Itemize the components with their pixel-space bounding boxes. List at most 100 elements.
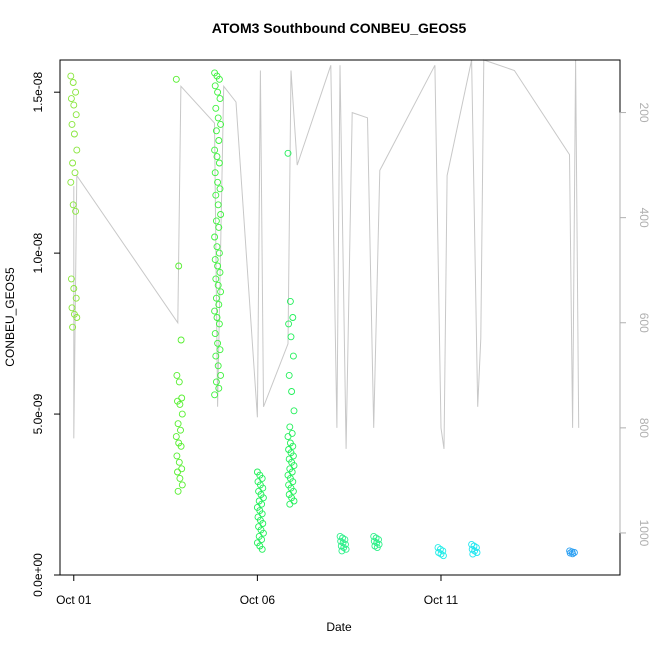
data-point <box>72 294 80 302</box>
data-point <box>70 285 78 292</box>
data-point <box>569 550 577 558</box>
data-point <box>258 510 266 518</box>
data-point <box>70 130 78 138</box>
secondary-y-axis: 200 400 600 800 1000 <box>619 103 650 547</box>
x-tick-label: Oct 11 <box>424 593 459 607</box>
data-point <box>212 191 220 199</box>
data-point <box>217 288 225 296</box>
data-point <box>286 297 294 305</box>
secondary-tick-label: 600 <box>637 313 650 333</box>
data-point <box>216 185 224 193</box>
data-point <box>214 281 222 289</box>
data-point <box>289 314 297 321</box>
data-point <box>176 400 184 408</box>
data-point <box>215 249 223 257</box>
data-point <box>72 207 80 215</box>
data-point <box>211 233 219 241</box>
data-point <box>290 407 298 415</box>
data-point <box>67 95 75 103</box>
data-point <box>338 547 346 555</box>
data-point <box>178 410 186 418</box>
y-tick-label: 1.0e-08 <box>31 232 45 273</box>
y-axis: 0.0e+00 5.0e-09 1.0e-08 1.5e-08 <box>31 72 61 597</box>
data-point <box>68 120 76 128</box>
data-point <box>217 120 225 128</box>
data-point <box>217 371 225 379</box>
data-point <box>211 330 219 338</box>
pressure-trace <box>73 59 580 449</box>
data-point <box>214 262 222 270</box>
data-point <box>211 391 219 399</box>
data-point <box>214 178 222 186</box>
secondary-tick-label: 800 <box>637 418 650 438</box>
data-point <box>213 243 221 251</box>
data-point <box>215 137 223 144</box>
data-point <box>285 371 293 379</box>
data-point <box>288 429 296 437</box>
data-point <box>212 104 220 112</box>
data-point <box>284 433 292 441</box>
data-point <box>214 88 222 96</box>
data-point <box>214 201 222 209</box>
data-point <box>212 294 220 302</box>
data-point <box>172 75 180 83</box>
data-point <box>69 323 77 331</box>
data-point <box>213 153 221 161</box>
data-point <box>215 75 223 83</box>
data-point <box>174 468 181 476</box>
x-tick-label: Oct 01 <box>56 593 92 607</box>
data-point <box>216 268 224 276</box>
data-point <box>212 275 220 283</box>
data-point <box>258 474 266 482</box>
data-point <box>175 378 183 386</box>
data-point <box>172 433 180 441</box>
data-point <box>215 223 223 231</box>
data-point <box>214 339 222 347</box>
data-point <box>67 72 75 80</box>
x-axis-label: Date <box>326 620 352 634</box>
data-point <box>67 275 75 283</box>
data-point <box>211 307 219 315</box>
data-point <box>69 79 77 86</box>
y-tick-label: 1.5e-08 <box>31 72 45 113</box>
data-point <box>174 420 182 428</box>
data-point <box>212 352 220 360</box>
x-tick-label: Oct 06 <box>240 593 276 607</box>
data-point <box>178 394 186 402</box>
chart-title: ATOM3 Southbound CONBEU_GEOS5 <box>212 20 467 36</box>
data-point <box>258 545 266 553</box>
data-point <box>212 217 220 225</box>
data-point <box>69 159 77 167</box>
data-point <box>212 378 220 386</box>
secondary-tick-label: 400 <box>637 208 650 228</box>
data-point <box>211 256 219 264</box>
data-point <box>177 336 185 344</box>
data-point <box>215 301 223 309</box>
data-point <box>69 201 77 209</box>
data-point <box>176 474 184 482</box>
data-point <box>373 544 381 552</box>
data-point <box>342 545 350 553</box>
y-tick-label: 0.0e+00 <box>31 553 45 597</box>
data-point <box>287 333 295 341</box>
data-point <box>289 352 297 360</box>
data-point <box>215 159 223 167</box>
data-point <box>214 362 222 370</box>
data-point <box>285 320 293 328</box>
data-point <box>570 549 578 556</box>
data-point <box>213 314 221 321</box>
data-point <box>469 550 477 558</box>
y-axis-label: CONBEU_GEOS5 <box>3 267 17 367</box>
data-point <box>71 169 79 177</box>
data-point <box>215 384 223 392</box>
data-point <box>473 549 481 556</box>
data-point <box>214 114 222 122</box>
data-point <box>70 101 78 109</box>
data-point <box>73 314 81 321</box>
data-point <box>177 442 185 450</box>
data-point <box>211 169 219 177</box>
data-point <box>175 262 183 270</box>
pressure-trace-line <box>73 59 580 449</box>
data-point <box>73 146 81 154</box>
